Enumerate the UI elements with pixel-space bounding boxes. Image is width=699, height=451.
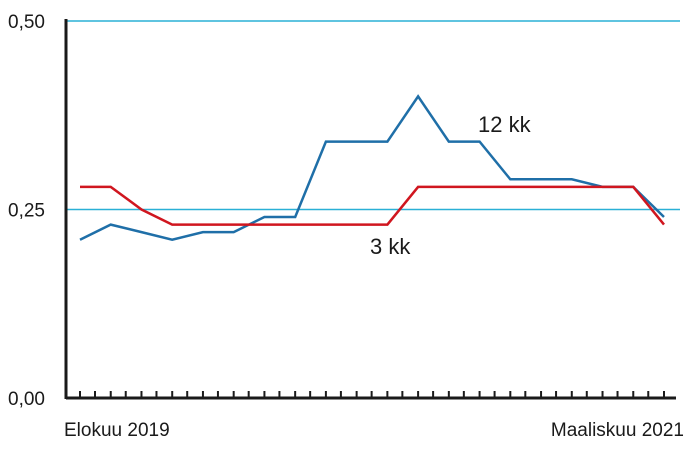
series-line-1 — [80, 185, 665, 226]
grid-layer — [66, 20, 680, 211]
series-label-12kk: 12 kk — [478, 112, 532, 137]
label-layer: Elokuu 2019 Maaliskuu 2021 12 kk 3 kk 0,… — [8, 12, 684, 441]
x-tick-label-last: Maaliskuu 2021 — [551, 420, 684, 441]
y-tick-label-0: 0,00 — [8, 389, 45, 410]
series-label-3kk: 3 kk — [370, 234, 411, 259]
y-tick-label-2: 0,50 — [8, 12, 45, 33]
y-tick-label-1: 0,25 — [8, 201, 45, 222]
x-tick-label-first: Elokuu 2019 — [64, 420, 170, 441]
axis-layer — [64, 19, 676, 400]
series-layer — [79, 94, 665, 241]
series-line-0 — [79, 94, 665, 241]
